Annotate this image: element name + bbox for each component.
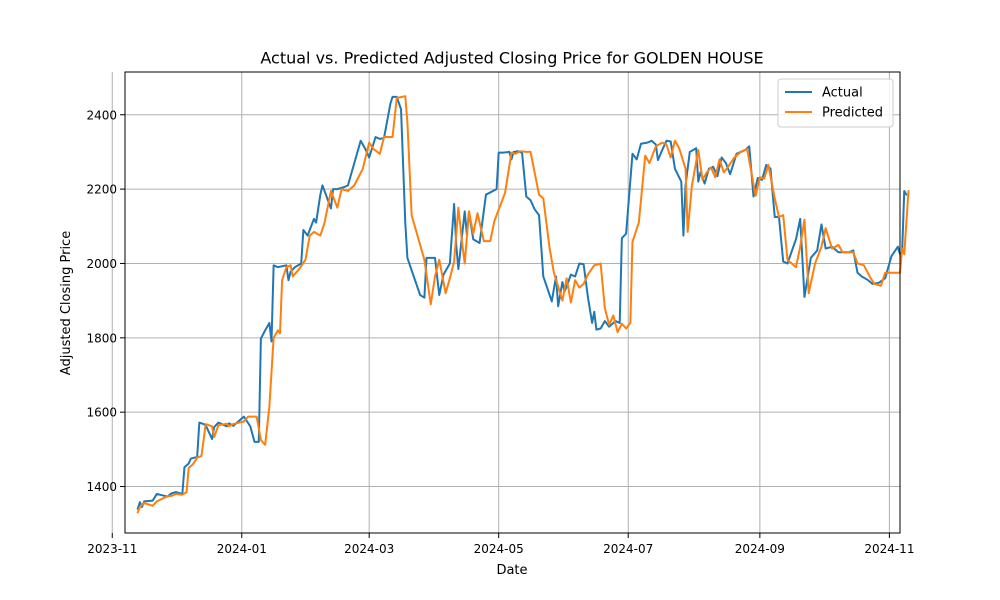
- legend: Actual Predicted: [777, 78, 894, 128]
- x-tick-label: 2023-11: [87, 542, 137, 556]
- y-axis-label: Adjusted Closing Price: [59, 231, 74, 375]
- grid: [111, 72, 900, 533]
- plot-frame: [124, 71, 901, 534]
- legend-label-actual: Actual: [822, 86, 863, 101]
- x-axis-label: Date: [496, 563, 527, 578]
- series-line-actual: [136, 95, 908, 510]
- x-tick-label: 2024-01: [217, 542, 267, 556]
- x-tick-label: 2024-11: [864, 542, 914, 556]
- y-tick-label: 2400: [86, 108, 117, 122]
- y-tick-label: 1600: [86, 406, 117, 420]
- y-tick-label: 2200: [86, 183, 117, 197]
- x-axis: 2023-11 2024-01 2024-03 2024-05 2024-07 2024-…: [87, 533, 914, 556]
- series-line-predicted: [136, 95, 910, 514]
- y-tick-label: 1800: [86, 331, 117, 345]
- chart-title: Actual vs. Predicted Adjusted Closing Pr…: [260, 49, 763, 68]
- y-axis: 1400 1600 1800 2000 2200 2400: [86, 108, 125, 494]
- y-tick-label: 1400: [86, 480, 117, 494]
- legend-label-predicted: Predicted: [822, 106, 883, 121]
- x-tick-label: 2024-09: [735, 542, 785, 556]
- x-tick-label: 2024-07: [603, 542, 653, 556]
- x-tick-label: 2024-03: [344, 542, 394, 556]
- series-layer: [136, 95, 910, 514]
- x-tick-label: 2024-05: [474, 542, 524, 556]
- y-tick-label: 2000: [86, 257, 117, 271]
